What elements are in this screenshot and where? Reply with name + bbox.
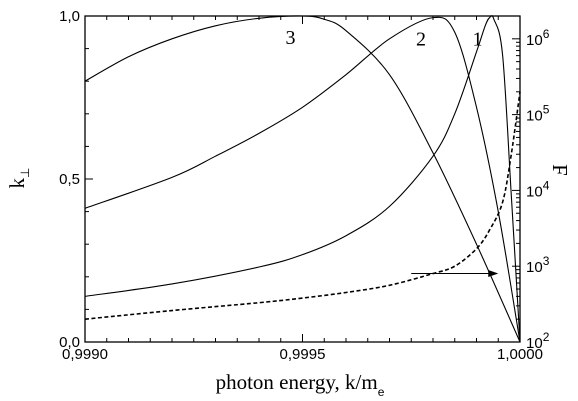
y-right-tick-label: 104 [526,178,550,200]
y-right-tick-label: 103 [526,254,550,276]
curve-label-3: 3 [286,27,296,49]
series-curve-f-dashed [84,91,521,320]
x-tick-label: 0,9995 [280,346,326,363]
y-right-tick-label: 102 [526,330,550,352]
y-left-tick-label: 0,0 [59,334,80,351]
y-right-axis-title: F [548,164,572,176]
y-left-tick-label: 1,0 [59,8,80,25]
curve-label-1: 1 [473,29,483,51]
y-left-tick-label: 0,5 [59,171,80,188]
annotations-group [411,270,499,278]
series-curve-2 [84,16,521,343]
annotation-arrow-head [488,270,499,278]
x-axis-title: photon energy, k/me [216,370,385,399]
x-tick-label: 1,0000 [497,346,543,363]
y-right-tick-label: 105 [526,103,550,125]
y-right-tick-label: 106 [526,27,550,49]
y-left-axis-title: k⊥ [5,168,32,189]
x-tick-label: 0,9990 [62,346,108,363]
ticks-group: 0,9990 0,9995 1,0000 0,0 0,5 1,0 102 103 104 105 1… [59,8,550,363]
curve-label-2: 2 [416,29,426,51]
series-curve-1 [84,15,521,343]
